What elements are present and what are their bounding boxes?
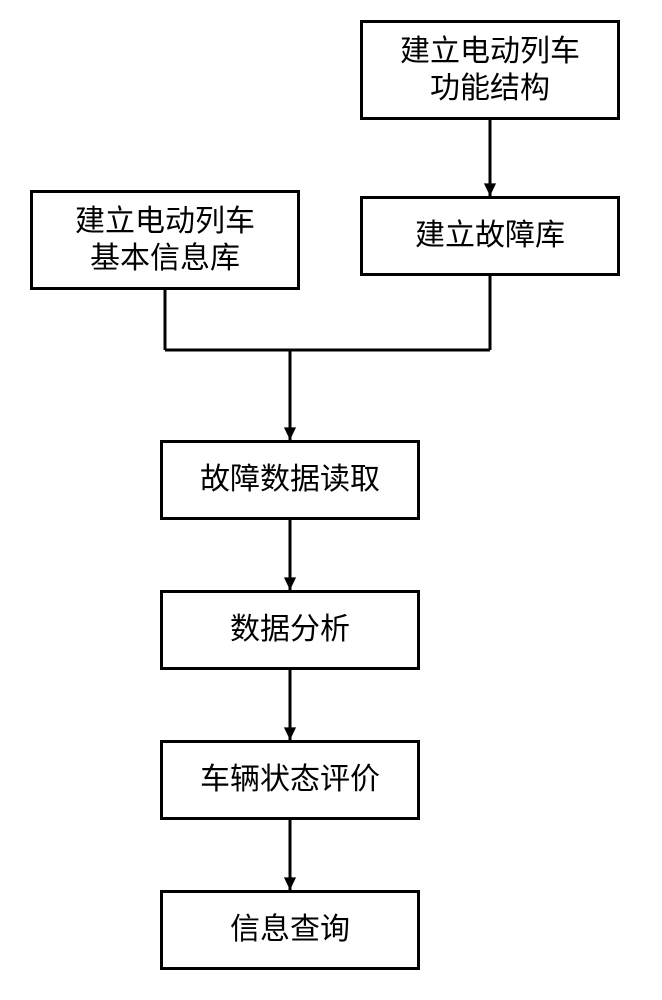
node-label: 信息查询 [230, 911, 350, 949]
node-label: 建立电动列车基本信息库 [75, 203, 255, 278]
node-func-structure: 建立电动列车功能结构 [360, 20, 620, 120]
node-basic-info-db: 建立电动列车基本信息库 [30, 190, 300, 290]
node-label: 建立故障库 [415, 217, 565, 255]
node-label: 车辆状态评价 [200, 761, 380, 799]
node-fault-db: 建立故障库 [360, 196, 620, 276]
node-label: 故障数据读取 [200, 461, 380, 499]
node-label: 数据分析 [230, 611, 350, 649]
node-info-query: 信息查询 [160, 890, 420, 970]
node-vehicle-eval: 车辆状态评价 [160, 740, 420, 820]
node-label: 建立电动列车功能结构 [400, 33, 580, 108]
node-fault-read: 故障数据读取 [160, 440, 420, 520]
node-data-analysis: 数据分析 [160, 590, 420, 670]
